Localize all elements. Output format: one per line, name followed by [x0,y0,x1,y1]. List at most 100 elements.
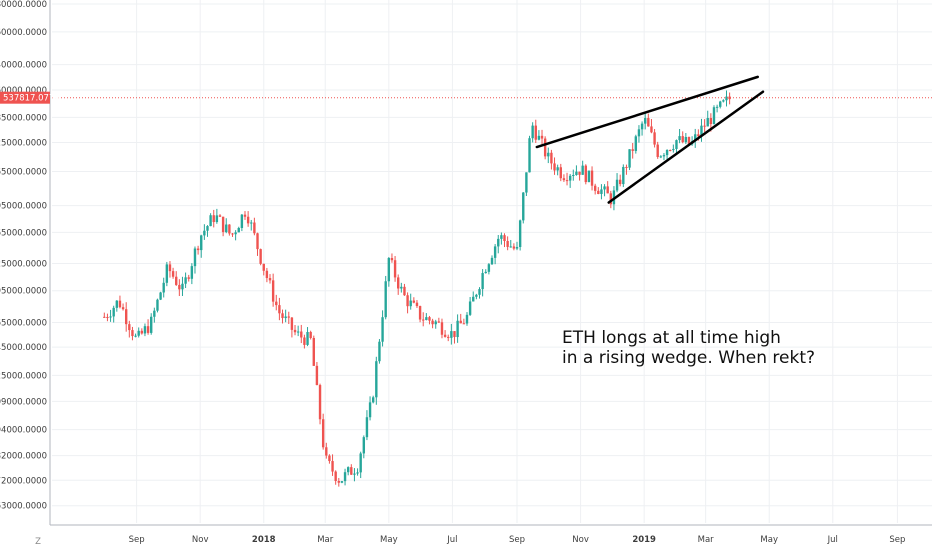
wedge-lower-trendline[interactable] [607,90,765,204]
candle-body [603,186,606,190]
candle-body [440,322,444,335]
candle-body [590,170,594,186]
candle-body [196,248,200,251]
candle-body [553,163,556,171]
candle-body [500,235,503,239]
x-axis[interactable]: Sep Nov 2018 Mar May Jul Sep Nov 2019 Mar May Jul Se… [50,524,932,545]
candle-body [618,179,622,185]
wedge-upper-trendline[interactable] [535,75,760,149]
candle-body [587,170,591,183]
x-tick-label: Mar [698,535,715,545]
candle-body [146,326,150,333]
candle-body [703,125,706,127]
candle-body [559,167,562,179]
candle-body [387,258,391,282]
timezone-z-label[interactable]: Z [35,537,41,547]
y-tick-label: 195000.0000 [0,287,47,297]
candle-body [709,118,713,125]
candle-body [184,277,187,284]
candle-body [200,235,203,251]
candle-body [240,214,244,228]
y-axis[interactable]: 880000.0000 760000.0000 640000.0000 560000.… [0,0,51,525]
y-tick-label: 63000.0000 [0,502,47,512]
candle-body [650,126,653,133]
candle-body [537,135,541,140]
candle-body [506,241,509,247]
candle-body [418,306,422,320]
candle-body [137,330,140,336]
candle-body [415,302,419,307]
candle-body [575,171,578,176]
y-tick-label: 125000.0000 [0,371,47,381]
candle-body [678,136,681,141]
candle-body [246,216,250,224]
candle-body [328,455,331,462]
candle-body [425,317,428,320]
candle-body [509,246,512,248]
candle-body [578,171,581,175]
candle-body [321,419,325,448]
candle-body [687,137,691,145]
y-tick-label: 880000.0000 [0,0,47,10]
candle-body [406,295,409,307]
candle-body [131,330,134,337]
candle-body [206,226,209,231]
candle-body [434,321,437,325]
candle-body [547,152,550,157]
candle-body [356,472,359,474]
candle-body [518,220,522,248]
candle-body [684,137,688,143]
candle-body [346,467,350,473]
candle-body [253,222,256,234]
candle-body [296,331,300,333]
x-tick-label: Nov [192,535,209,545]
candle-body [124,309,128,325]
candle-body [531,125,534,139]
candle-body [228,224,231,234]
y-tick-label: 640000.0000 [0,61,47,71]
candle-body [368,402,372,418]
annotation-text-line: in a rising wedge. When rekt? [562,348,815,368]
x-tick-label: Sep [889,535,905,545]
candle-body [212,215,215,223]
candle-body [178,284,181,290]
candle-body [303,337,306,345]
candle-body [215,215,219,223]
candle-body [384,281,387,318]
candle-body [256,233,259,250]
candle-body [353,473,356,475]
candle-body [150,316,153,333]
candle-body [109,316,112,318]
candle-body [371,397,375,403]
candle-body [481,273,484,290]
candle-body [656,144,659,157]
candle-body [331,461,334,472]
candle-body [309,331,312,338]
candle-body [528,138,531,173]
wedge-trendlines[interactable] [535,75,765,204]
x-tick-label: Nov [572,535,589,545]
candle-body [278,305,281,314]
candle-body [540,135,544,139]
candle-body [634,136,638,151]
x-tick-label: Jul [827,535,838,545]
candle-body [550,152,553,164]
candle-body [459,320,462,324]
candle-body [390,258,394,261]
candle-body [497,238,500,247]
candle-body [412,300,416,303]
candle-body [340,481,344,483]
candle-body [475,294,478,297]
candle-body [615,179,619,191]
candle-body [515,247,519,249]
candle-body [300,331,303,338]
candle-body [659,156,663,158]
y-tick-label: 72000.0000 [0,476,47,486]
candle-body [350,467,353,475]
candle-body [478,289,481,295]
candle-body [250,222,253,224]
y-tick-label: 305000.0000 [0,202,47,212]
